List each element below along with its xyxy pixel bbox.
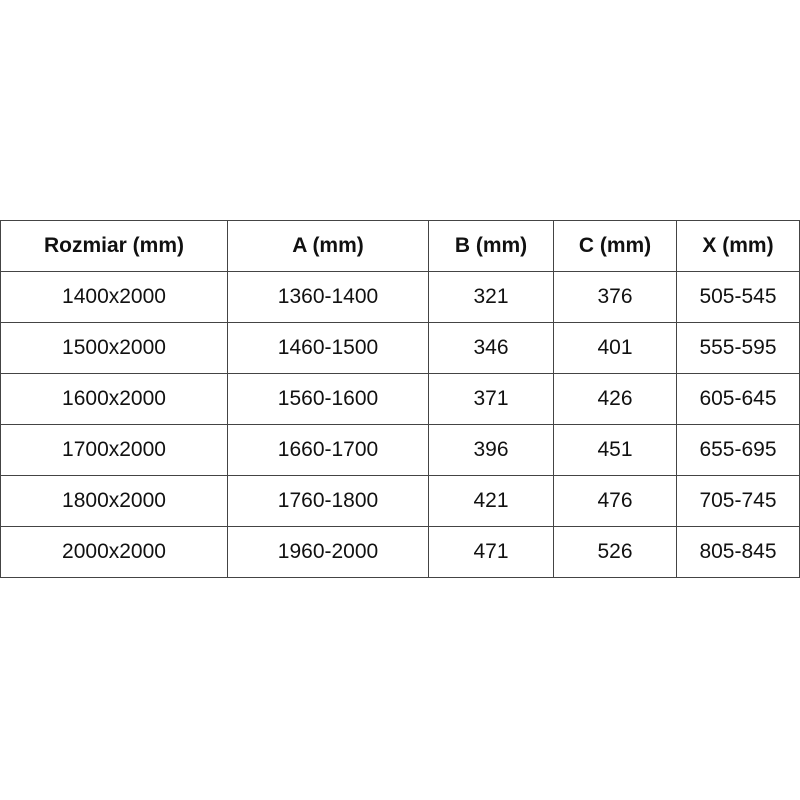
header-cell: C (mm) bbox=[553, 220, 677, 272]
header-row: Rozmiar (mm) A (mm) B (mm) C (mm) X (mm) bbox=[0, 220, 800, 272]
table-cell: 476 bbox=[553, 475, 677, 527]
table-cell: 805-845 bbox=[676, 526, 800, 578]
table-row: 1400x2000 1360-1400 321 376 505-545 bbox=[0, 271, 800, 323]
header-cell: Rozmiar (mm) bbox=[0, 220, 228, 272]
table-cell: 2000x2000 bbox=[0, 526, 228, 578]
table-cell: 421 bbox=[428, 475, 554, 527]
table-cell: 1660-1700 bbox=[227, 424, 429, 476]
header-cell: X (mm) bbox=[676, 220, 800, 272]
table-cell: 1760-1800 bbox=[227, 475, 429, 527]
table-cell: 605-645 bbox=[676, 373, 800, 425]
table-row: 1500x2000 1460-1500 346 401 555-595 bbox=[0, 322, 800, 374]
header-cell: A (mm) bbox=[227, 220, 429, 272]
table-cell: 655-695 bbox=[676, 424, 800, 476]
table-cell: 1800x2000 bbox=[0, 475, 228, 527]
table-cell: 1960-2000 bbox=[227, 526, 429, 578]
table-cell: 376 bbox=[553, 271, 677, 323]
dimensions-table: Rozmiar (mm) A (mm) B (mm) C (mm) X (mm)… bbox=[0, 220, 800, 578]
table-cell: 346 bbox=[428, 322, 554, 374]
table-row: 1800x2000 1760-1800 421 476 705-745 bbox=[0, 475, 800, 527]
table-cell: 1360-1400 bbox=[227, 271, 429, 323]
table-cell: 705-745 bbox=[676, 475, 800, 527]
table-cell: 1400x2000 bbox=[0, 271, 228, 323]
table-cell: 1560-1600 bbox=[227, 373, 429, 425]
table-row: 1700x2000 1660-1700 396 451 655-695 bbox=[0, 424, 800, 476]
table-cell: 1460-1500 bbox=[227, 322, 429, 374]
table-cell: 1600x2000 bbox=[0, 373, 228, 425]
table-cell: 451 bbox=[553, 424, 677, 476]
header-cell: B (mm) bbox=[428, 220, 554, 272]
table-cell: 401 bbox=[553, 322, 677, 374]
table-cell: 526 bbox=[553, 526, 677, 578]
table-cell: 371 bbox=[428, 373, 554, 425]
table-cell: 1700x2000 bbox=[0, 424, 228, 476]
table-cell: 555-595 bbox=[676, 322, 800, 374]
table-cell: 471 bbox=[428, 526, 554, 578]
table-cell: 321 bbox=[428, 271, 554, 323]
table-cell: 1500x2000 bbox=[0, 322, 228, 374]
table-cell: 426 bbox=[553, 373, 677, 425]
table-cell: 396 bbox=[428, 424, 554, 476]
table-cell: 505-545 bbox=[676, 271, 800, 323]
table-row: 1600x2000 1560-1600 371 426 605-645 bbox=[0, 373, 800, 425]
table-row: 2000x2000 1960-2000 471 526 805-845 bbox=[0, 526, 800, 578]
